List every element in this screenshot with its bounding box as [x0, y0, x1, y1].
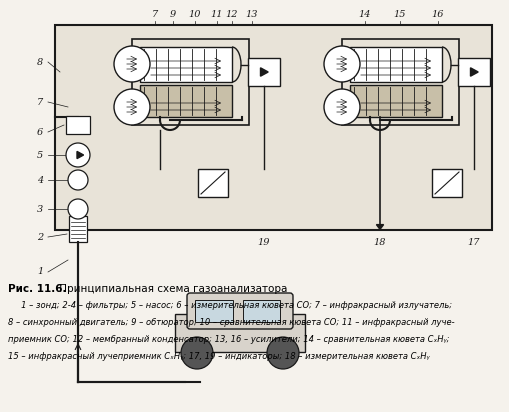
Polygon shape [470, 68, 478, 76]
Text: Принципиальная схема газоанализатора: Принципиальная схема газоанализатора [56, 284, 288, 294]
Text: 4: 4 [37, 176, 43, 185]
Text: 7: 7 [37, 98, 43, 106]
Bar [132, 39, 249, 125]
Bar [175, 314, 305, 352]
Text: 1 – зонд; 2-4 – фильтры; 5 – насос; 6 – измерительная кювета СО; 7 – инфракрасны: 1 – зонд; 2-4 – фильтры; 5 – насос; 6 – … [8, 301, 452, 310]
Text: 7: 7 [152, 9, 158, 19]
Text: 5: 5 [37, 150, 43, 159]
Circle shape [66, 143, 90, 167]
Circle shape [114, 89, 150, 125]
Polygon shape [77, 151, 83, 159]
Text: 1: 1 [37, 267, 43, 276]
Bar [69, 216, 87, 242]
Bar [350, 85, 442, 117]
Text: 9: 9 [170, 9, 176, 19]
Bar [350, 47, 442, 82]
Circle shape [324, 89, 360, 125]
Text: 15 – инфракрасный лучеприемник СₓHᵧ; 17, 19 – индикаторы; 18 – измерительная кюв: 15 – инфракрасный лучеприемник СₓHᵧ; 17,… [8, 352, 430, 361]
Text: 3: 3 [37, 204, 43, 213]
Bar [432, 169, 462, 197]
Bar [140, 47, 232, 82]
Text: 17: 17 [468, 237, 480, 246]
FancyBboxPatch shape [187, 293, 293, 329]
Bar [198, 169, 228, 197]
Text: 10: 10 [189, 9, 201, 19]
Polygon shape [376, 225, 384, 229]
Text: 19: 19 [258, 237, 270, 246]
Bar [55, 25, 492, 230]
Circle shape [267, 337, 299, 369]
Text: 14: 14 [359, 9, 371, 19]
Text: 16: 16 [432, 9, 444, 19]
Circle shape [181, 337, 213, 369]
Text: 6: 6 [37, 127, 43, 136]
Text: 12: 12 [226, 9, 238, 19]
Circle shape [324, 46, 360, 82]
Bar [342, 39, 459, 125]
Text: 11: 11 [211, 9, 223, 19]
Text: 18: 18 [374, 237, 386, 246]
Text: 2: 2 [37, 232, 43, 241]
Text: 13: 13 [246, 9, 258, 19]
Text: приемник СО; 12 – мембранный конденсатор; 13, 16 – усилители; 14 – сравнительная: приемник СО; 12 – мембранный конденсатор… [8, 335, 449, 344]
Circle shape [68, 199, 88, 219]
Text: 15: 15 [394, 9, 406, 19]
Bar [66, 116, 90, 134]
Bar [458, 58, 490, 86]
Text: Рис. 11.6.: Рис. 11.6. [8, 284, 67, 294]
Bar [195, 300, 233, 322]
Text: 8 – синхронный двигатель; 9 – обтюратор; 10 – сравнительная кювета СО; 11 – инфр: 8 – синхронный двигатель; 9 – обтюратор;… [8, 318, 455, 327]
Circle shape [68, 170, 88, 190]
Polygon shape [261, 68, 268, 76]
Bar [140, 85, 232, 117]
Text: 8: 8 [37, 58, 43, 66]
Bar [248, 58, 280, 86]
Bar [243, 300, 280, 322]
Circle shape [114, 46, 150, 82]
